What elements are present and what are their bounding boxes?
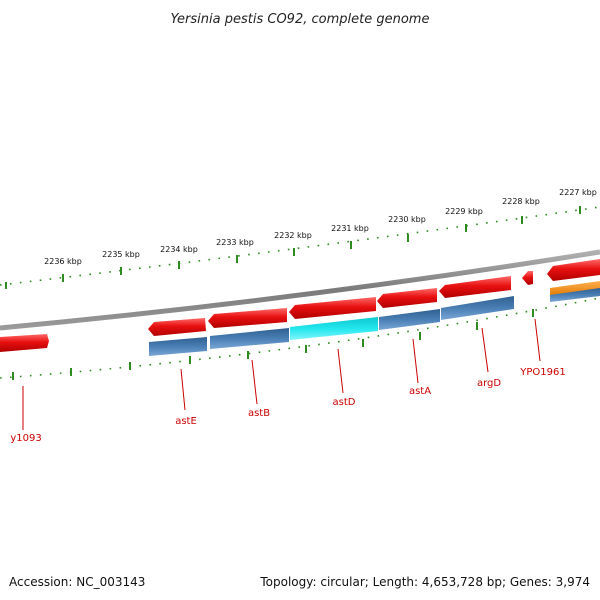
kbp-label: 2227 kbp — [559, 188, 597, 197]
cds-astD[interactable] — [290, 317, 378, 340]
gene-label-YPO1961[interactable]: YPO1961 — [519, 367, 565, 378]
label-leaders — [22, 318, 541, 430]
kbp-labels: 2236 kbp 2235 kbp 2234 kbp 2233 kbp 2232… — [44, 188, 597, 266]
kbp-label: 2229 kbp — [445, 207, 483, 216]
map-title: Yersinia pestis CO92, complete genome — [171, 12, 430, 27]
gene-arrow-YPO1961[interactable] — [547, 259, 600, 281]
cds-astB[interactable] — [210, 328, 289, 349]
cds-astE[interactable] — [149, 337, 207, 356]
gene-label-astA[interactable]: astA — [409, 386, 431, 397]
outer-tick-ring — [0, 206, 600, 286]
gene-arrow-astD[interactable] — [289, 297, 376, 319]
gene-arrow-astB[interactable] — [208, 308, 287, 328]
gene-arrow-astA[interactable] — [377, 288, 437, 308]
outer-major-ticks — [5, 206, 581, 289]
cds-features — [149, 281, 600, 356]
kbp-label: 2234 kbp — [160, 245, 198, 254]
inner-tick-ring — [0, 297, 600, 379]
cds-astA[interactable] — [379, 309, 440, 330]
gene-label-argD[interactable]: argD — [477, 378, 501, 389]
kbp-label: 2235 kbp — [102, 250, 140, 259]
accession-text: Accession: NC_003143 — [9, 575, 145, 589]
genome-backbone — [0, 249, 600, 331]
gene-label-y1093[interactable]: y1093 — [10, 433, 41, 444]
kbp-label: 2231 kbp — [331, 224, 369, 233]
gene-label-astD[interactable]: astD — [333, 397, 356, 408]
gene-arrow-argD[interactable] — [439, 276, 511, 298]
cds-YPO1961[interactable] — [550, 288, 600, 302]
gene-labels: y1093 astE astB astD astA argD YPO1961 — [10, 367, 565, 444]
inner-major-ticks — [12, 309, 534, 380]
gene-label-astB[interactable]: astB — [248, 408, 270, 419]
topology-summary: Topology: circular; Length: 4,653,728 bp… — [259, 575, 590, 589]
kbp-label: 2236 kbp — [44, 257, 82, 266]
forward-genes — [0, 259, 600, 352]
kbp-label: 2233 kbp — [216, 238, 254, 247]
kbp-label: 2228 kbp — [502, 197, 540, 206]
gene-arrow-y1093[interactable] — [0, 334, 49, 352]
kbp-label: 2232 kbp — [274, 231, 312, 240]
gene-arrow-astE[interactable] — [148, 318, 206, 336]
cds-orange[interactable] — [550, 281, 600, 296]
gene-arrow-small[interactable] — [522, 271, 533, 285]
gene-label-astE[interactable]: astE — [175, 416, 197, 427]
cds-argD[interactable] — [441, 296, 514, 320]
kbp-label: 2230 kbp — [388, 215, 426, 224]
